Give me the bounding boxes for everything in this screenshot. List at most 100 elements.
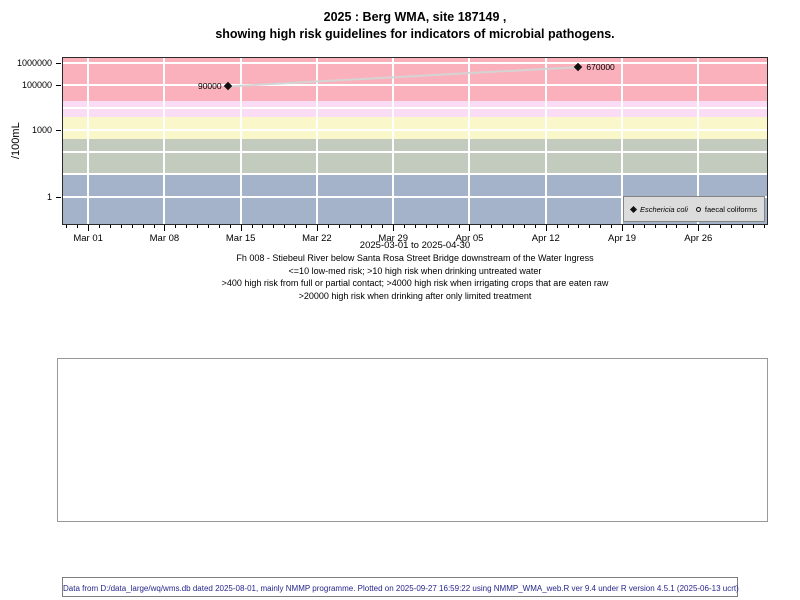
legend-label: Eschericia coli	[639, 204, 688, 214]
x-axis-tick-label: Apr 12	[531, 233, 560, 244]
x-axis-minor-tick	[262, 225, 264, 228]
legend-entry-Eschericia-coli: Eschericia coli	[629, 204, 688, 214]
legend-label: faecal coliforms	[704, 204, 757, 214]
x-axis-minor-tick	[709, 225, 711, 228]
filled-diamond-icon	[629, 205, 637, 213]
x-axis-tick	[698, 225, 700, 231]
x-axis-minor-tick	[632, 225, 634, 228]
x-axis-minor-tick	[153, 225, 155, 228]
x-axis-minor-tick	[741, 225, 743, 228]
x-axis-tick	[545, 225, 547, 231]
x-axis-minor-tick	[99, 225, 101, 228]
chart-title-line2: showing high risk guidelines for indicat…	[215, 27, 615, 41]
chart-title-line1: 2025 : Berg WMA, site 187149 ,	[323, 10, 507, 24]
x-axis-minor-tick	[404, 225, 406, 228]
x-axis-minor-tick	[197, 225, 199, 228]
x-axis-minor-tick	[349, 225, 351, 228]
x-axis-minor-tick	[600, 225, 602, 228]
x-axis-tick-label: Apr 05	[455, 233, 484, 244]
x-axis-minor-tick	[534, 225, 536, 228]
x-axis-minor-tick	[589, 225, 591, 228]
data-point-label: 90000	[197, 81, 222, 92]
x-axis-minor-tick	[491, 225, 493, 228]
x-axis-minor-tick	[229, 225, 231, 228]
v-gridline	[315, 57, 318, 225]
open-circle-icon	[695, 206, 701, 212]
v-gridline	[697, 57, 700, 225]
x-axis-minor-tick	[556, 225, 558, 228]
x-axis-minor-tick	[730, 225, 732, 228]
x-axis-minor-tick	[109, 225, 111, 228]
footer: Data from D:/data_large/wq/wms.db dated …	[62, 577, 739, 597]
risk-band-2	[62, 116, 768, 139]
x-axis-minor-tick	[327, 225, 329, 228]
x-axis-minor-tick	[687, 225, 689, 228]
x-axis-minor-tick	[295, 225, 297, 228]
x-axis-minor-tick	[567, 225, 569, 228]
x-axis-minor-tick	[273, 225, 275, 228]
data-point-label: 670000	[586, 62, 615, 73]
caption-risk-1: <=10 low-med risk; >10 high risk when dr…	[288, 265, 542, 276]
x-axis-tick-label: Mar 01	[73, 233, 103, 244]
x-axis-minor-tick	[175, 225, 177, 228]
risk-band-4	[62, 57, 768, 101]
x-axis-minor-tick	[66, 225, 68, 228]
h-gridline	[62, 106, 768, 109]
x-axis-minor-tick	[338, 225, 340, 228]
x-axis-minor-tick	[415, 225, 416, 228]
x-axis-minor-tick	[447, 225, 449, 228]
x-axis-minor-tick	[665, 225, 667, 228]
chart-title: 2025 : Berg WMA, site 187149 , showing h…	[62, 9, 768, 43]
h-gridline	[62, 151, 768, 154]
x-axis-minor-tick	[763, 225, 765, 228]
legend: Eschericia coli faecal coliforms	[622, 196, 765, 222]
x-axis-minor-tick	[131, 225, 133, 228]
v-gridline	[544, 57, 547, 225]
risk-band-3	[62, 100, 768, 117]
series-line-Eschericia-coli	[227, 66, 579, 88]
empty-panel	[57, 358, 768, 522]
x-axis-minor-tick	[523, 225, 525, 228]
h-gridline	[62, 173, 768, 176]
h-gridline	[62, 128, 768, 131]
v-gridline	[87, 57, 90, 225]
v-gridline	[468, 57, 471, 225]
x-axis-minor-tick	[284, 225, 286, 228]
x-axis-tick	[622, 225, 623, 231]
y-axis-tick-label: 1	[46, 191, 52, 202]
x-axis-minor-tick	[676, 225, 678, 228]
x-axis-minor-tick	[611, 225, 613, 228]
x-axis-minor-tick	[218, 225, 220, 228]
x-axis-tick	[469, 225, 471, 231]
x-axis-minor-tick	[142, 225, 144, 228]
x-axis-tick-label: Apr 19	[608, 233, 636, 244]
y-axis-tick-label: 1000000	[16, 58, 52, 69]
v-gridline	[621, 57, 623, 225]
x-axis-minor-tick	[371, 225, 373, 228]
v-gridline	[239, 57, 242, 225]
x-axis-minor-tick	[578, 225, 580, 228]
x-axis-minor-tick	[306, 225, 308, 228]
x-axis-minor-tick	[643, 225, 645, 228]
caption-risk-2: >400 high risk from full or partial cont…	[221, 278, 609, 288]
x-axis-tick-label: Apr 26	[684, 233, 713, 244]
x-axis-minor-tick	[207, 225, 209, 228]
x-axis-minor-tick	[186, 225, 188, 228]
caption: Fh 008 - Stiebeul River below Santa Rosa…	[30, 252, 800, 302]
x-axis-tick	[164, 225, 166, 231]
x-axis-title: 2025-03-01 to 2025-04-30	[359, 240, 471, 251]
x-axis-minor-tick	[513, 225, 515, 228]
legend-entry-faecal-coliforms: faecal coliforms	[695, 204, 757, 214]
x-axis-tick	[240, 225, 242, 231]
y-axis-tick	[56, 85, 61, 87]
caption-site: Fh 008 - Stiebeul River below Santa Rosa…	[236, 253, 594, 263]
y-axis-tick	[56, 129, 61, 131]
footer-text: Data from D:/data_large/wq/wms.db dated …	[63, 584, 739, 593]
x-axis-tick-label: Mar 22	[302, 233, 332, 244]
y-axis-tick-label: 100000	[21, 80, 52, 91]
h-gridline	[62, 195, 768, 198]
x-axis-tick-label: Mar 29	[378, 233, 408, 244]
h-gridline	[62, 84, 768, 87]
x-axis-minor-tick	[382, 225, 384, 228]
